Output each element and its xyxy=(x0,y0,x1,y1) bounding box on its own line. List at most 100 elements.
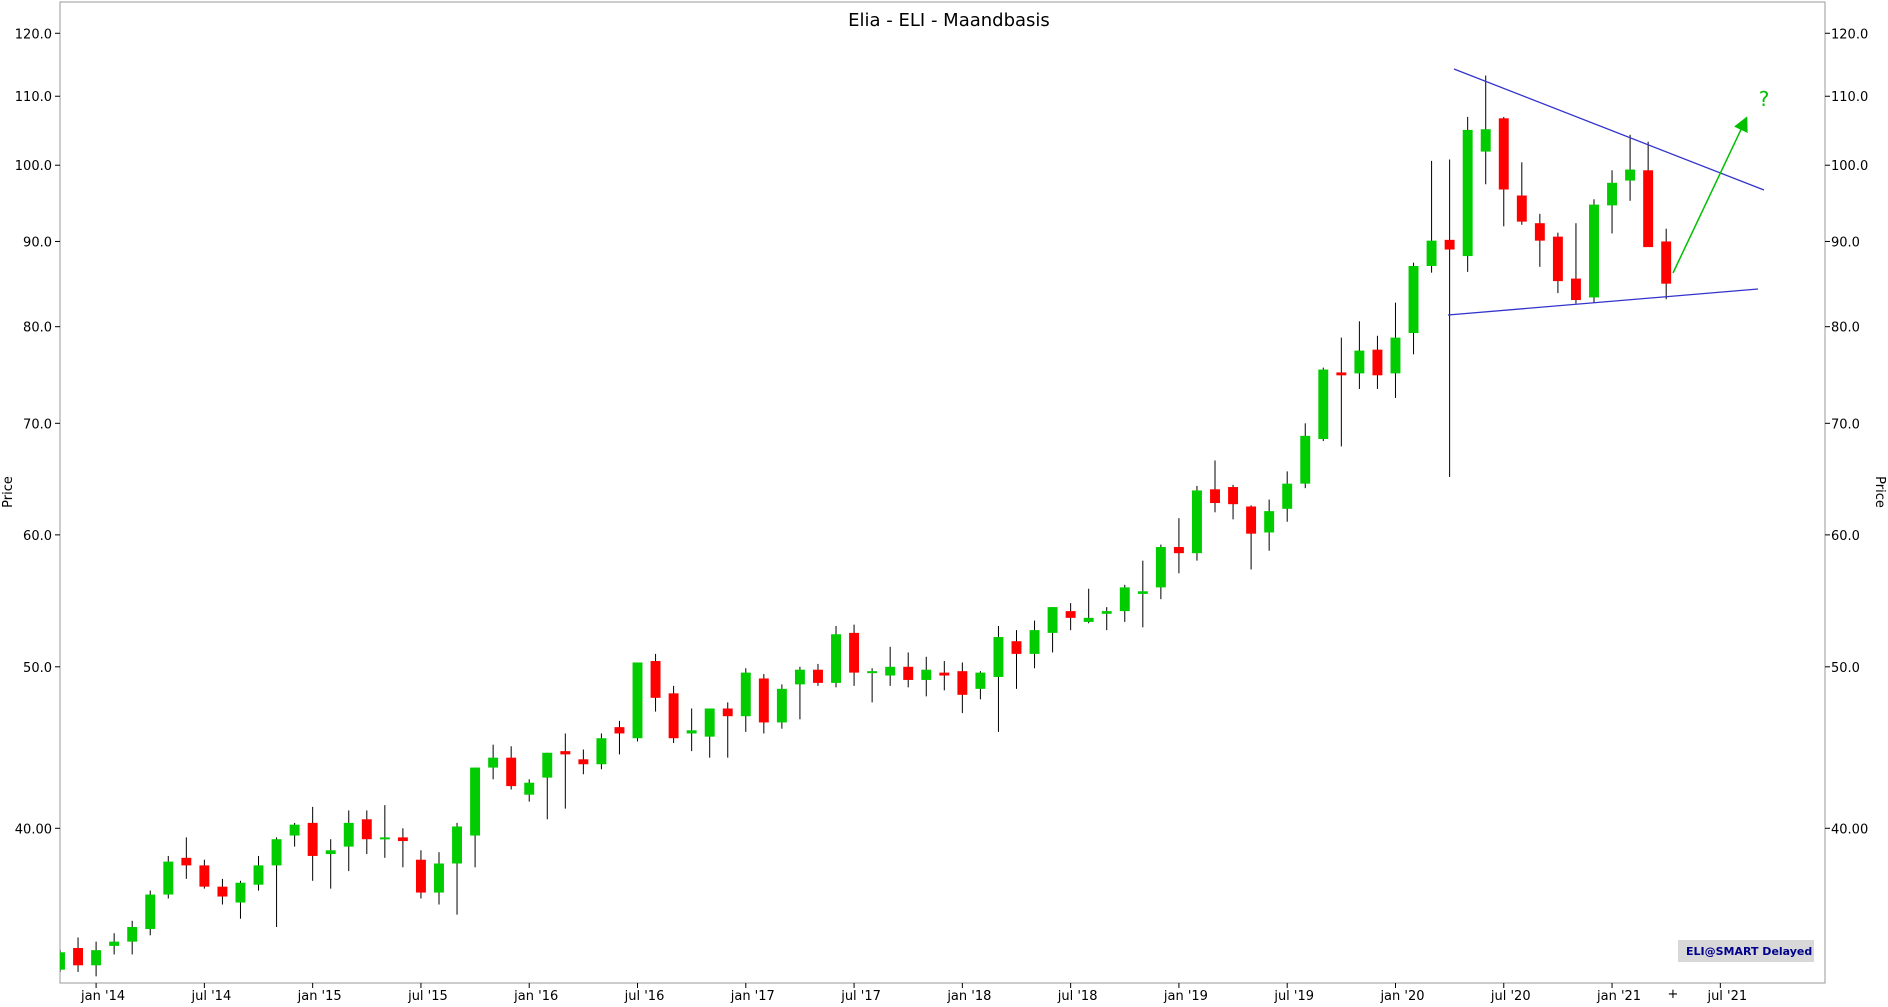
y-tick-label-right: 80.0 xyxy=(1831,321,1860,336)
candle-body xyxy=(1228,487,1239,505)
candle-body xyxy=(73,948,84,966)
candle-body xyxy=(271,839,282,866)
cursor-marker: + xyxy=(1668,987,1679,1002)
candle-body xyxy=(415,859,426,893)
candle-body xyxy=(668,693,679,739)
x-tick-label: jul '18 xyxy=(1057,989,1098,1004)
candle-body xyxy=(1155,547,1166,588)
trend-line-upper xyxy=(1453,68,1765,191)
x-tick-label: jul '17 xyxy=(840,989,881,1004)
candle-body xyxy=(867,671,878,674)
candle-body xyxy=(1354,350,1365,374)
candle-body xyxy=(1101,611,1112,614)
candle-body xyxy=(1047,607,1058,633)
candle-body xyxy=(1480,129,1491,152)
candle-body xyxy=(1498,118,1509,190)
x-tick-label: jul '14 xyxy=(191,989,232,1004)
badge-text: ELI@SMART Delayed xyxy=(1686,945,1812,958)
candle-body xyxy=(758,678,769,723)
annotation: ? xyxy=(1759,87,1770,111)
candle-body xyxy=(1282,483,1293,509)
y-tick-label-right: 40.00 xyxy=(1831,822,1868,837)
candle-body xyxy=(325,850,336,855)
candle-body xyxy=(740,672,751,717)
candle-body xyxy=(1462,129,1473,257)
y-tick-label-left: 60.0 xyxy=(23,529,52,544)
candle-body xyxy=(199,865,210,887)
candle-body xyxy=(1137,591,1148,594)
candle-body xyxy=(1534,223,1545,241)
candle-body xyxy=(849,632,860,673)
candle-body xyxy=(704,708,715,737)
x-tick-label: jan '15 xyxy=(297,989,342,1004)
candle-body xyxy=(1589,204,1599,298)
candle-body xyxy=(542,752,553,778)
candle-body xyxy=(163,861,174,895)
candle-body xyxy=(939,672,950,676)
candle-body xyxy=(361,819,372,840)
candle-body xyxy=(434,863,444,893)
candle-body xyxy=(1318,369,1329,439)
candle-body xyxy=(957,671,968,695)
candle-body xyxy=(235,882,246,903)
candle-body xyxy=(1065,611,1076,618)
x-tick-label: jan '19 xyxy=(1163,989,1208,1004)
candle-body xyxy=(614,727,625,734)
candle-body xyxy=(1210,489,1220,504)
candle-body xyxy=(1173,547,1184,554)
candle-body xyxy=(1336,372,1347,376)
candle-body xyxy=(831,634,841,683)
x-tick-label: jul '15 xyxy=(407,989,448,1004)
y-tick-label-left: 70.0 xyxy=(23,417,52,432)
candles xyxy=(60,75,1672,977)
candle-body xyxy=(1246,506,1257,534)
x-tick-label: jan '21 xyxy=(1596,989,1641,1004)
badge-box xyxy=(1678,940,1814,962)
trend-line-lower xyxy=(1447,288,1759,316)
candle-body xyxy=(307,822,318,856)
candle-body xyxy=(1390,337,1401,374)
y-tick-label-right: 120.0 xyxy=(1831,27,1868,42)
candle-body xyxy=(975,672,986,689)
candle-body xyxy=(560,751,571,755)
candle-body xyxy=(1607,182,1618,206)
candle-body xyxy=(1029,630,1040,654)
candle-body xyxy=(470,767,481,836)
x-tick-label: jan '17 xyxy=(730,989,775,1004)
candle-body xyxy=(813,669,823,683)
candle-body xyxy=(1011,641,1022,654)
projection-arrow xyxy=(1672,116,1748,274)
x-tick-label: jan '18 xyxy=(946,989,991,1004)
candle-body xyxy=(1083,617,1094,622)
y-tick-label-left: 50.0 xyxy=(23,661,52,676)
y-tick-label-right: 50.0 xyxy=(1831,661,1860,676)
candle-body xyxy=(885,666,896,676)
candle-body xyxy=(60,952,65,970)
x-tick-label: jan '16 xyxy=(513,989,558,1004)
y-tick-label-right: 70.0 xyxy=(1831,417,1860,432)
candle-body xyxy=(1570,278,1581,301)
y-tick-label-left: 40.00 xyxy=(15,822,52,837)
y-tick-label-right: 60.0 xyxy=(1831,529,1860,544)
candle-body xyxy=(109,941,120,946)
y-tick-label-right: 100.0 xyxy=(1831,159,1868,174)
candle-body xyxy=(181,857,192,866)
candle-body xyxy=(253,865,264,885)
x-tick-label: jan '14 xyxy=(80,989,125,1004)
candle-body xyxy=(1552,236,1563,282)
x-tick-label: jul '16 xyxy=(624,989,665,1004)
y-tick-label-left: 120.0 xyxy=(15,27,52,42)
candle-body xyxy=(1426,240,1437,266)
candle-body xyxy=(686,730,697,734)
x-tick-label: jan '20 xyxy=(1379,989,1424,1004)
candle-body xyxy=(993,637,1004,678)
candle-body xyxy=(1119,587,1130,612)
candle-body xyxy=(343,822,354,847)
candle-body xyxy=(1192,490,1202,554)
candle-body xyxy=(921,669,932,680)
chart-title: Elia - ELI - Maandbasis xyxy=(848,10,1050,31)
candle-body xyxy=(1625,169,1636,181)
candle-body xyxy=(1300,435,1311,484)
candle-body xyxy=(506,757,517,787)
